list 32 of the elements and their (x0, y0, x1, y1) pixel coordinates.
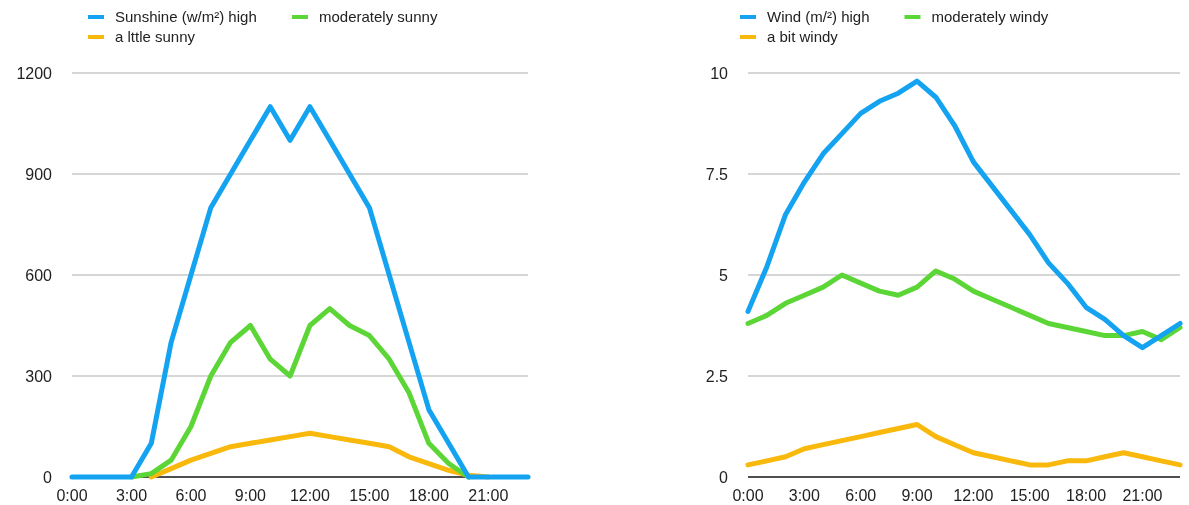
x-tick-label: 9:00 (234, 487, 267, 504)
x-tick-label: 3:00 (788, 487, 821, 504)
y-tick-label: 900 (25, 166, 53, 183)
y-tick-label: 600 (25, 267, 53, 284)
x-tick-label: 18:00 (1066, 487, 1107, 504)
y-tick-label: 5 (719, 267, 729, 284)
x-tick-label: 6:00 (175, 487, 207, 504)
x-tick-label: 21:00 (1122, 487, 1163, 504)
y-tick-label: 1200 (16, 65, 53, 82)
y-tick-label: 7.5 (705, 166, 729, 183)
x-tick-label: 18:00 (408, 487, 449, 504)
x-tick-label: 12:00 (289, 487, 331, 504)
legend-label: a bit windy (767, 28, 839, 45)
x-tick-label: 6:00 (845, 487, 877, 504)
x-tick-label: 15:00 (1009, 487, 1050, 504)
x-tick-label: 12:00 (953, 487, 994, 504)
y-tick-label: 0 (43, 469, 53, 486)
legend-label: a lttle sunny (115, 28, 196, 45)
y-tick-label: 10 (710, 65, 729, 82)
legend-label: moderately sunny (319, 8, 438, 25)
x-tick-label: 0:00 (56, 487, 88, 504)
legend-label: Sunshine (w/m²) high (115, 8, 257, 25)
legend-label: moderately windy (931, 8, 1049, 25)
x-tick-label: 0:00 (732, 487, 764, 504)
x-tick-label: 21:00 (468, 487, 509, 504)
x-tick-label: 9:00 (901, 487, 933, 504)
y-tick-label: 300 (25, 368, 53, 385)
x-tick-label: 15:00 (349, 487, 390, 504)
y-tick-label: 0 (719, 469, 729, 486)
x-tick-label: 3:00 (115, 487, 148, 504)
legend-label: Wind (m/²) high (767, 8, 870, 25)
y-tick-label: 2.5 (705, 368, 729, 385)
